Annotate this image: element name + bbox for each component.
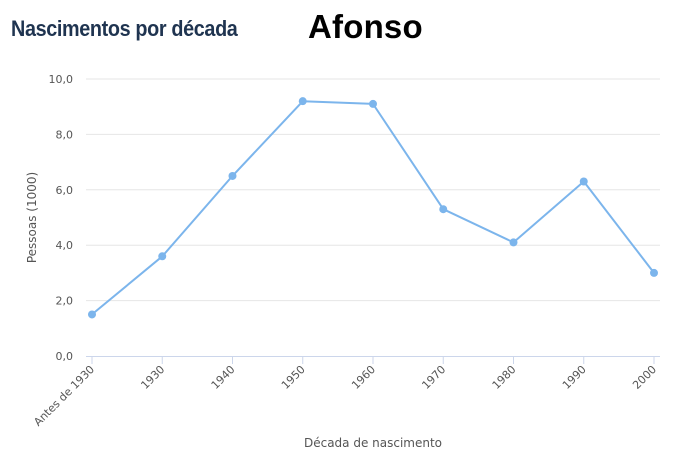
y-tick-label: 10,0 [49,73,74,86]
x-tick-label: 1950 [279,363,308,392]
y-tick-label: 8,0 [56,128,74,141]
x-tick-label: 1970 [419,363,448,392]
data-points [88,97,658,319]
x-tick-label: 2000 [630,363,659,392]
data-point [88,310,96,319]
data-point [369,99,377,108]
x-tick-label: 1940 [209,363,238,392]
data-point [158,252,167,261]
grid-lines [86,78,660,302]
x-tick-label: 1990 [560,363,589,392]
y-axis-title: Pessoas (1000) [25,172,39,263]
x-axis-ticks: Antes de 1930 1930 1940 1950 1960 1970 1980 199… [31,356,659,429]
x-tick-label: 1930 [138,363,167,392]
x-tick-label: 1980 [490,363,519,392]
data-point [650,268,658,277]
x-axis-title: Década de nascimento [304,436,442,450]
x-tick-label: Antes de 1930 [31,363,97,429]
data-point [228,171,237,180]
data-point [439,205,448,214]
name-heading: Afonso [308,8,423,45]
series-line [91,100,655,316]
y-tick-label: 2,0 [56,295,74,308]
y-tick-label: 6,0 [56,184,74,197]
x-tick-label: 1960 [349,363,378,392]
y-tick-label: 4,0 [56,239,74,252]
chart-title: Nascimentos por década [11,16,238,41]
data-point [509,238,518,247]
data-point [579,177,588,186]
y-axis-ticks: 0,0 2,0 4,0 6,0 8,0 10,0 [49,73,74,363]
data-point [298,97,307,106]
y-tick-label: 0,0 [56,350,74,363]
